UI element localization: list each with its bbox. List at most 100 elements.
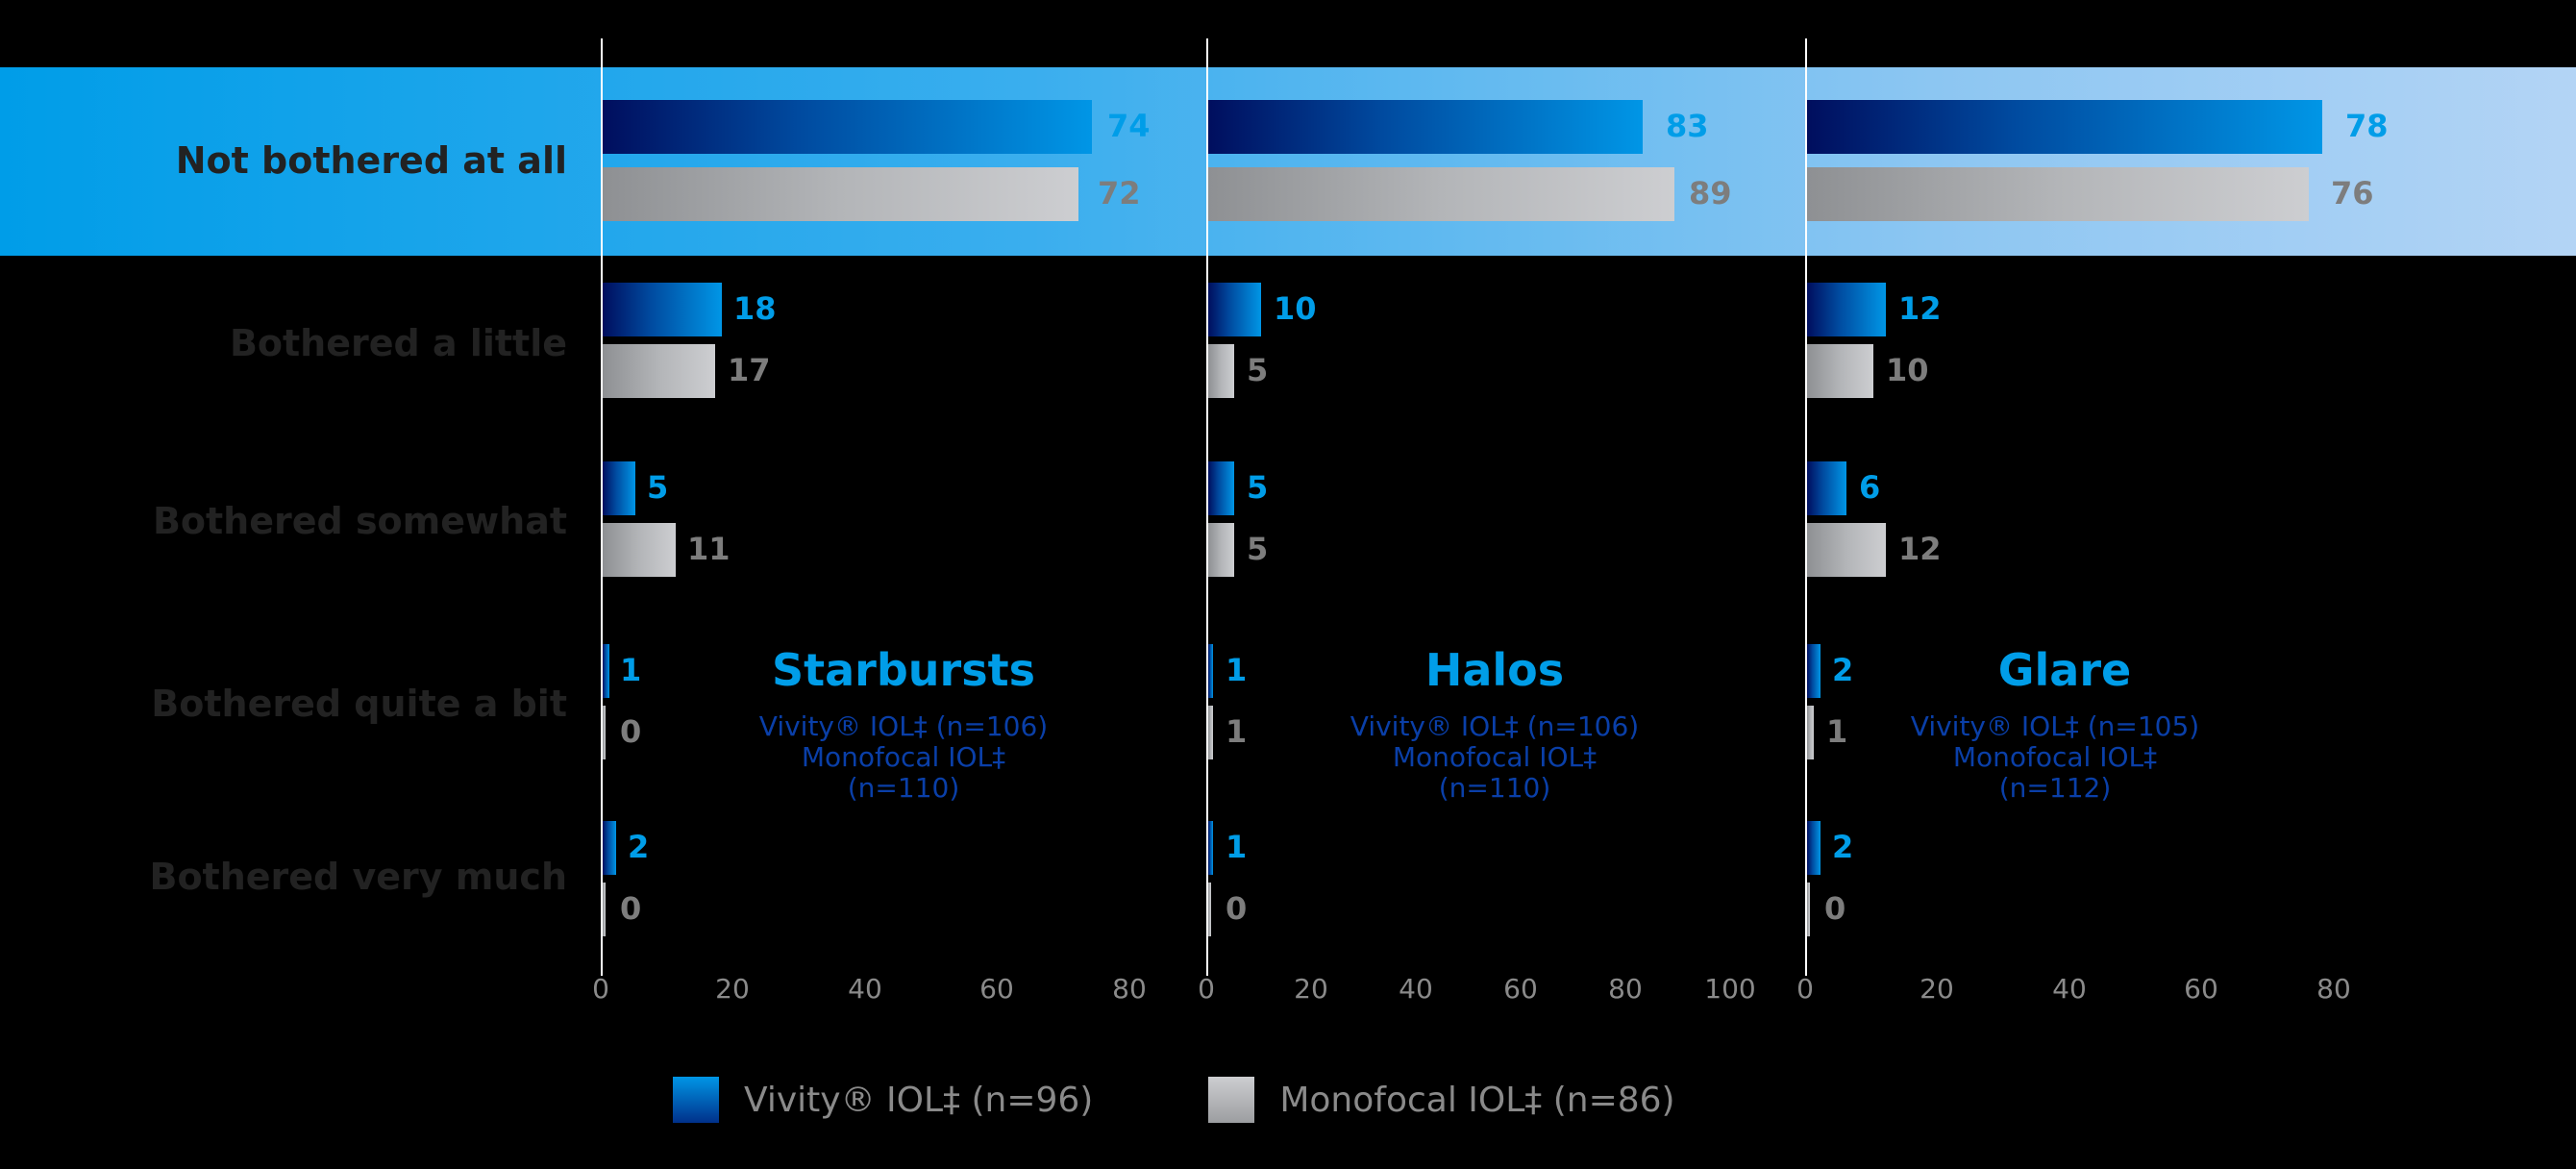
y-axis-line: [1805, 38, 1807, 976]
tick-label: 80: [1112, 973, 1147, 1005]
bar-vivity: [603, 821, 616, 875]
bar-monofocal: [603, 883, 606, 936]
value-label: 5: [1247, 531, 1269, 567]
legend-item-monofocal: Monofocal IOL‡ (n=86): [1208, 1077, 1675, 1123]
value-label: 83: [1666, 108, 1709, 144]
bar-vivity: [603, 100, 1092, 154]
value-label: 76: [2331, 175, 2374, 211]
value-label: 17: [728, 352, 771, 388]
value-label: 1: [1226, 829, 1248, 865]
value-label: 0: [1824, 890, 1846, 927]
legend-item-vivity: Vivity® IOL‡ (n=96): [673, 1077, 1093, 1123]
tick-label: 40: [1399, 973, 1433, 1005]
row-label-a-little: Bothered a little: [229, 322, 567, 364]
bar-vivity: [1807, 100, 2322, 154]
value-label: 0: [620, 890, 642, 927]
tick-label: 0: [592, 973, 609, 1005]
bar-monofocal: [1807, 706, 1814, 759]
panel-title: Starbursts: [772, 644, 1035, 696]
value-label: 0: [1226, 890, 1248, 927]
value-label: 2: [1832, 829, 1854, 865]
value-label: 5: [647, 469, 669, 506]
x-axis-ticks-halos: 0 20 40 60 80 100: [1198, 973, 1756, 1011]
value-label: 78: [2345, 108, 2389, 144]
panel-subtitle: Vivity® IOL‡ (n=106) Monofocal IOL‡ (n=1…: [1302, 711, 1687, 804]
value-label: 12: [1898, 290, 1942, 327]
tick-label: 60: [979, 973, 1014, 1005]
legend-label-monofocal: Monofocal IOL‡ (n=86): [1279, 1080, 1675, 1120]
bar-monofocal: [1208, 167, 1674, 221]
value-label: 1: [620, 652, 642, 688]
tick-label: 40: [848, 973, 882, 1005]
subtitle-monofocal: Monofocal IOL‡: [801, 741, 1006, 773]
row-label-very-much: Bothered very much: [149, 856, 567, 898]
value-label: 10: [1274, 290, 1317, 327]
bar-vivity: [1208, 461, 1234, 515]
subtitle-monofocal: Monofocal IOL‡: [1392, 741, 1598, 773]
y-axis-line: [1206, 38, 1208, 976]
row-label-quite-a-bit: Bothered quite a bit: [151, 683, 567, 725]
panel-subtitle: Vivity® IOL‡ (n=105) Monofocal IOL‡ (n=1…: [1863, 711, 2247, 804]
subtitle-monofocal-n: (n=110): [847, 772, 960, 804]
bar-monofocal: [1208, 344, 1234, 398]
highlight-band-not-bothered: [0, 67, 2576, 256]
bar-monofocal: [1208, 523, 1234, 577]
bar-vivity: [603, 283, 722, 336]
value-label: 72: [1098, 175, 1141, 211]
value-label: 2: [1832, 652, 1854, 688]
x-axis-ticks-starbursts: 0 20 40 60 80: [592, 973, 1147, 1011]
tick-label: 80: [2316, 973, 2351, 1005]
tick-label: 0: [1198, 973, 1215, 1005]
bar-vivity: [603, 644, 609, 698]
value-label: 5: [1247, 352, 1269, 388]
value-label: 2: [628, 829, 650, 865]
bar-monofocal: [603, 706, 606, 759]
bar-monofocal: [603, 167, 1078, 221]
legend-swatch-monofocal: [1208, 1077, 1255, 1123]
bar-monofocal: [1807, 523, 1886, 577]
value-label: 18: [733, 290, 777, 327]
bar-vivity: [1208, 821, 1213, 875]
value-label: 74: [1107, 108, 1151, 144]
value-label: 5: [1247, 469, 1269, 506]
tick-label: 20: [715, 973, 750, 1005]
subtitle-monofocal: Monofocal IOL‡: [1952, 741, 2158, 773]
row-label-somewhat: Bothered somewhat: [152, 500, 567, 542]
value-label: 1: [1826, 713, 1848, 750]
value-label: 11: [687, 531, 731, 567]
value-label: 0: [620, 713, 642, 750]
value-label: 6: [1859, 469, 1881, 506]
x-axis-ticks-glare: 0 20 40 60 80: [1796, 973, 2351, 1011]
subtitle-monofocal-n: (n=112): [1998, 772, 2112, 804]
legend-label-vivity: Vivity® IOL‡ (n=96): [744, 1080, 1094, 1120]
subtitle-vivity: Vivity® IOL‡ (n=106): [758, 710, 1049, 742]
panel-title: Halos: [1424, 644, 1565, 696]
tick-label: 20: [1294, 973, 1328, 1005]
bar-vivity: [1807, 461, 1846, 515]
bar-vivity: [1807, 283, 1886, 336]
tick-label: 20: [1920, 973, 1954, 1005]
subtitle-vivity: Vivity® IOL‡ (n=106): [1350, 710, 1640, 742]
bar-vivity: [1208, 283, 1261, 336]
subtitle-monofocal-n: (n=110): [1438, 772, 1551, 804]
row-label-not-bothered: Not bothered at all: [175, 139, 567, 182]
bar-monofocal: [1208, 706, 1213, 759]
bar-monofocal: [1208, 883, 1211, 936]
bar-vivity: [1807, 644, 1821, 698]
bar-monofocal: [1807, 883, 1810, 936]
value-label: 1: [1226, 713, 1248, 750]
chart-legend: Vivity® IOL‡ (n=96) Monofocal IOL‡ (n=86…: [673, 1077, 1675, 1123]
value-label: 89: [1689, 175, 1732, 211]
bar-vivity: [1208, 100, 1643, 154]
bar-vivity: [1208, 644, 1213, 698]
panel-title: Glare: [1997, 644, 2132, 696]
value-label: 12: [1898, 531, 1942, 567]
tick-label: 0: [1796, 973, 1814, 1005]
bar-monofocal: [1807, 167, 2309, 221]
tick-label: 80: [1608, 973, 1643, 1005]
value-label: 10: [1886, 352, 1929, 388]
tick-label: 60: [2184, 973, 2218, 1005]
bar-vivity: [1807, 821, 1821, 875]
tick-label: 100: [1704, 973, 1756, 1005]
tick-label: 60: [1503, 973, 1538, 1005]
